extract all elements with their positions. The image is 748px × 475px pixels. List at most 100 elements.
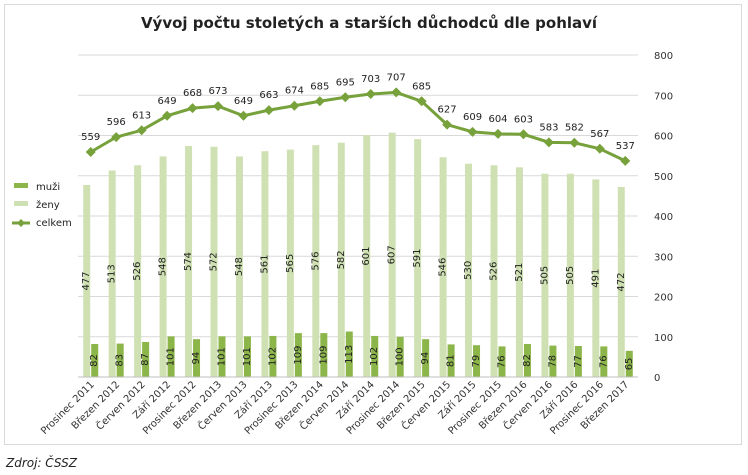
marker-celkem: [238, 110, 249, 121]
data-label-zeny: 561: [259, 255, 270, 274]
marker-celkem: [543, 137, 554, 148]
data-label-muzi: 87: [140, 353, 151, 366]
bar-zeny: [363, 135, 371, 377]
bar-zeny: [235, 156, 243, 377]
data-label-celkem: 609: [463, 112, 482, 123]
marker-celkem: [594, 143, 605, 154]
bar-muzi: [422, 339, 430, 377]
data-label-zeny: 548: [158, 257, 169, 276]
data-label-zeny: 526: [489, 262, 500, 281]
bar-zeny: [414, 139, 422, 377]
bar-zeny: [465, 163, 473, 377]
bar-muzi: [549, 345, 557, 377]
bar-muzi: [91, 343, 99, 377]
legend-swatch-zeny: [14, 201, 28, 206]
bar-zeny: [312, 145, 320, 377]
data-label-celkem: 707: [387, 72, 406, 83]
marker-celkem: [111, 132, 122, 143]
bar-muzi: [269, 335, 277, 377]
data-label-celkem: 685: [310, 81, 329, 92]
data-label-muzi: 76: [497, 355, 508, 368]
bar-muzi: [193, 339, 201, 377]
data-label-muzi: 100: [395, 347, 406, 366]
bar-zeny: [617, 187, 625, 377]
marker-celkem: [213, 101, 223, 112]
y-tick-label: 400: [654, 212, 673, 223]
data-label-muzi: 82: [89, 354, 100, 367]
y-tick-label: 200: [654, 293, 673, 304]
bar-muzi: [498, 346, 506, 377]
data-label-muzi: 82: [522, 354, 533, 367]
data-label-celkem: 559: [81, 132, 100, 143]
data-label-muzi: 77: [573, 355, 584, 368]
bar-muzi: [294, 333, 302, 377]
bar-muzi: [523, 343, 531, 377]
data-label-zeny: 582: [336, 250, 347, 269]
data-label-celkem: 596: [107, 117, 126, 128]
data-label-muzi: 113: [344, 345, 355, 364]
marker-celkem: [620, 155, 631, 166]
data-label-zeny: 505: [565, 266, 576, 285]
y-tick-label: 700: [654, 91, 673, 102]
bar-muzi: [218, 336, 226, 377]
data-label-zeny: 505: [539, 266, 550, 285]
data-label-muzi: 81: [446, 354, 457, 367]
data-label-muzi: 109: [318, 346, 329, 365]
bar-zeny: [592, 179, 600, 377]
marker-celkem: [162, 110, 173, 121]
marker-celkem: [391, 87, 402, 98]
marker-celkem: [289, 100, 300, 111]
bar-zeny: [210, 146, 218, 377]
y-tick-label: 100: [654, 333, 673, 344]
bar-muzi: [371, 335, 379, 377]
bar-zeny: [261, 151, 269, 377]
legend-label-muzi: muži: [36, 181, 60, 193]
data-label-muzi: 101: [166, 347, 177, 366]
data-label-zeny: 526: [132, 262, 143, 281]
y-tick-label: 300: [654, 252, 673, 263]
data-label-celkem: 703: [361, 74, 380, 85]
data-label-celkem: 582: [565, 123, 584, 134]
bar-muzi: [625, 350, 633, 377]
y-tick-label: 800: [654, 51, 673, 62]
data-label-celkem: 583: [539, 122, 558, 133]
bar-muzi: [142, 341, 150, 377]
marker-celkem: [365, 89, 376, 100]
bar-zeny: [134, 165, 142, 377]
marker-celkem: [416, 96, 427, 107]
bar-muzi: [167, 336, 175, 377]
data-label-zeny: 591: [412, 249, 423, 268]
data-label-zeny: 607: [387, 245, 398, 264]
data-label-zeny: 472: [616, 272, 627, 291]
data-label-muzi: 101: [242, 347, 253, 366]
marker-celkem: [467, 126, 478, 137]
legend-marker-celkem: [17, 219, 25, 227]
data-label-celkem: 668: [183, 88, 202, 99]
bar-muzi: [116, 343, 124, 377]
marker-celkem: [569, 137, 580, 148]
legend-label-zeny: ženy: [36, 199, 60, 211]
legend-label-celkem: celkem: [36, 218, 72, 229]
data-label-muzi: 79: [471, 355, 482, 368]
bar-muzi: [600, 346, 608, 377]
data-label-muzi: 83: [115, 354, 126, 367]
marker-celkem: [493, 128, 503, 139]
bar-muzi: [574, 346, 582, 377]
marker-celkem: [442, 119, 453, 130]
bar-zeny: [515, 167, 523, 377]
data-label-zeny: 548: [234, 257, 245, 276]
data-label-zeny: 491: [590, 269, 601, 288]
data-label-celkem: 627: [438, 105, 457, 116]
data-label-celkem: 673: [208, 86, 227, 97]
y-tick-label: 600: [654, 132, 673, 143]
bar-zeny: [337, 142, 345, 377]
data-label-celkem: 649: [158, 96, 177, 107]
data-label-celkem: 567: [590, 129, 609, 140]
source-note: Zdroj: ČSSZ: [6, 456, 77, 470]
marker-celkem: [136, 125, 147, 136]
bar-zeny: [566, 173, 574, 377]
bar-zeny: [286, 149, 294, 377]
data-label-celkem: 604: [488, 114, 507, 125]
data-label-zeny: 574: [183, 252, 194, 271]
